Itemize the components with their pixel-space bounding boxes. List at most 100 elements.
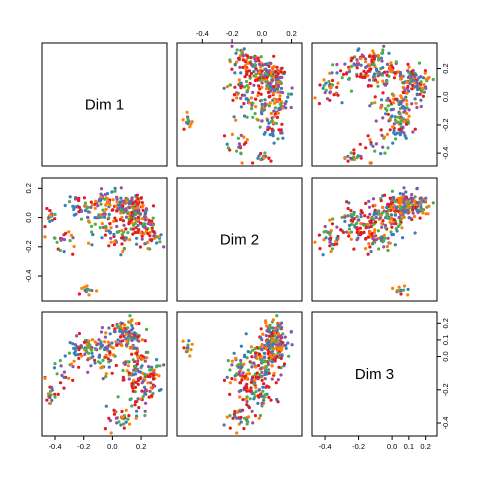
tick-label: 0.2: [441, 318, 450, 328]
data-point: [350, 157, 354, 161]
data-point: [273, 87, 277, 92]
data-point: [402, 284, 407, 288]
data-point: [386, 236, 390, 240]
data-point: [393, 115, 397, 119]
data-point: [262, 155, 266, 160]
data-point: [130, 384, 134, 388]
data-point: [393, 118, 397, 122]
tick-label: 0.1: [404, 442, 414, 451]
data-point: [265, 75, 269, 79]
data-point: [267, 104, 271, 108]
data-point: [362, 223, 366, 227]
data-point: [245, 403, 249, 407]
data-point: [152, 371, 156, 375]
data-point: [335, 225, 339, 229]
data-point: [415, 187, 419, 191]
data-point: [104, 331, 108, 335]
data-point: [413, 195, 417, 199]
data-point: [131, 389, 135, 393]
data-point: [146, 232, 150, 236]
data-point: [222, 134, 227, 138]
data-point: [124, 215, 129, 219]
data-point: [238, 381, 243, 385]
data-point: [99, 192, 103, 196]
data-point: [260, 404, 264, 408]
data-point: [272, 101, 277, 105]
data-point: [260, 378, 264, 382]
data-point: [48, 389, 53, 393]
data-point: [150, 394, 154, 398]
data-point: [421, 199, 425, 203]
data-point: [143, 409, 147, 413]
data-point: [136, 355, 140, 359]
data-point: [367, 242, 371, 246]
data-point: [254, 97, 258, 101]
data-point: [276, 80, 280, 84]
data-point: [402, 117, 406, 121]
data-point: [53, 217, 57, 221]
data-point: [363, 75, 367, 80]
data-point: [131, 223, 136, 227]
data-point: [379, 98, 384, 102]
data-point: [109, 358, 113, 363]
data-point: [243, 416, 247, 420]
data-point: [260, 348, 264, 352]
data-point: [107, 244, 111, 248]
data-point: [67, 200, 72, 204]
data-point: [366, 74, 370, 78]
data-point: [328, 240, 332, 244]
data-point: [355, 238, 359, 242]
data-point: [150, 226, 154, 230]
data-point: [274, 381, 278, 385]
tick-label: -0.4: [319, 442, 332, 451]
data-point: [393, 71, 397, 75]
data-point: [421, 90, 425, 94]
data-point: [367, 78, 372, 82]
data-point: [80, 286, 84, 290]
panel-frame: [311, 311, 438, 437]
data-point: [347, 76, 351, 80]
panel-frame: [311, 42, 438, 167]
tick-label: -0.4: [24, 270, 33, 283]
data-point: [253, 347, 257, 351]
data-point: [279, 86, 284, 90]
data-point: [89, 348, 94, 352]
data-point: [328, 232, 332, 237]
data-point: [245, 382, 249, 386]
tick-label: -0.2: [441, 383, 450, 396]
data-point: [185, 110, 189, 114]
data-point: [385, 244, 389, 249]
data-point: [77, 292, 81, 296]
data-point: [93, 206, 97, 210]
data-point: [104, 203, 108, 207]
data-point: [140, 364, 144, 368]
panel-3-3: Dim 3: [311, 311, 438, 437]
data-point: [280, 122, 284, 126]
data-point: [406, 287, 410, 291]
data-point: [264, 67, 268, 71]
data-point: [384, 226, 388, 230]
data-point: [286, 95, 290, 99]
data-point: [415, 92, 419, 96]
data-point: [369, 219, 373, 223]
data-point: [62, 375, 66, 379]
data-point: [263, 393, 267, 397]
data-point: [242, 355, 247, 359]
data-point: [140, 338, 144, 342]
data-point: [392, 203, 396, 207]
data-point: [143, 242, 147, 246]
data-point: [119, 186, 123, 190]
data-point: [245, 399, 249, 404]
data-point: [384, 112, 388, 116]
data-point: [385, 205, 389, 210]
data-point: [368, 104, 372, 108]
panel-frame: [176, 311, 303, 437]
data-point: [108, 203, 112, 207]
data-point: [355, 58, 359, 62]
data-point: [369, 221, 373, 225]
data-point: [79, 217, 84, 221]
data-point: [401, 192, 405, 196]
data-point: [266, 118, 270, 122]
data-point: [345, 72, 349, 76]
data-point: [366, 252, 370, 256]
